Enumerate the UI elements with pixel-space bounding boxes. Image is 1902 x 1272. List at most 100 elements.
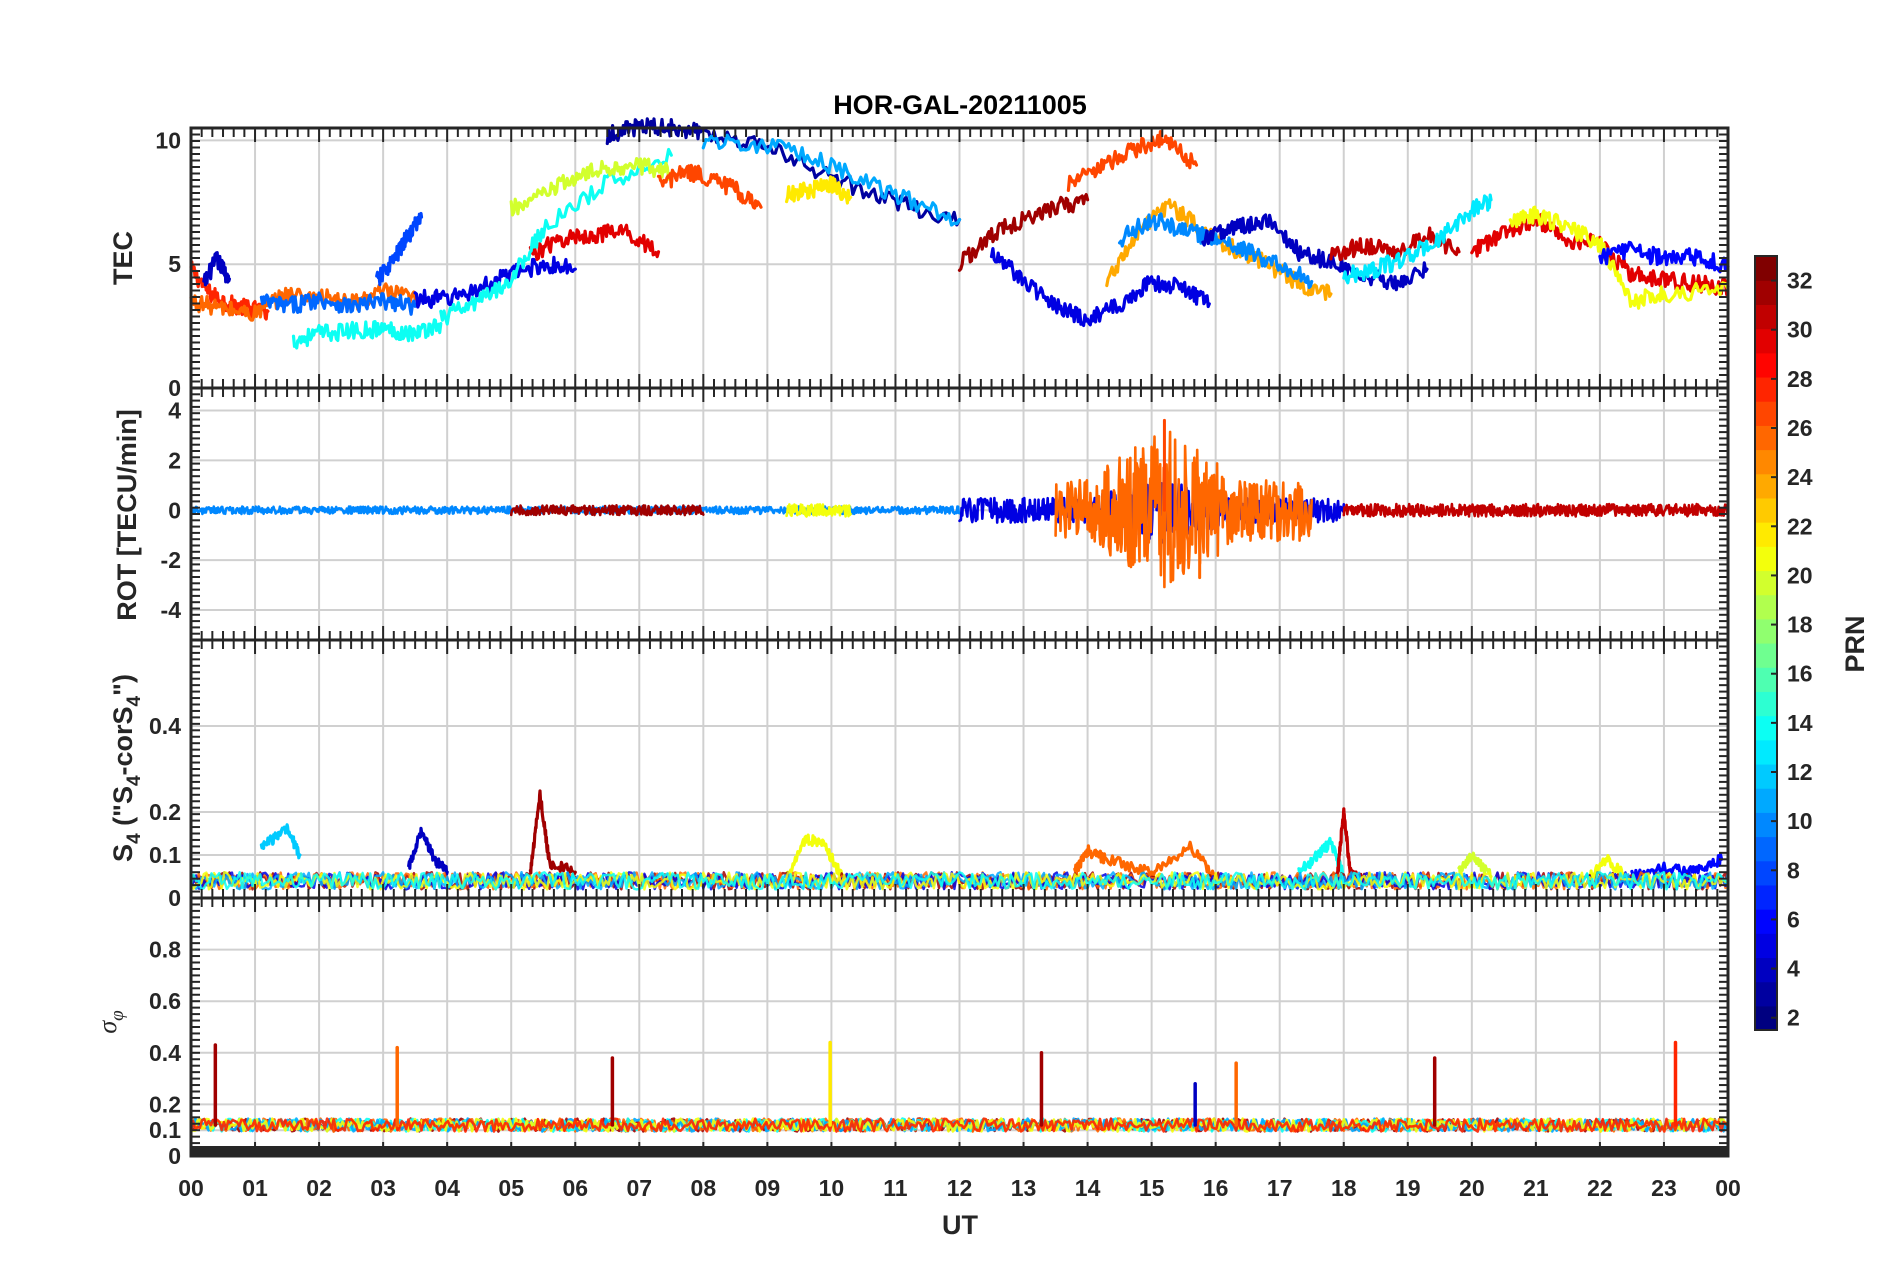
x-tick-label: 02 <box>306 1175 332 1201</box>
colorbar-segment <box>1755 352 1777 378</box>
colorbar-segment <box>1755 618 1777 644</box>
colorbar-tick-label: 14 <box>1787 710 1813 736</box>
y-tick-label: 0 <box>168 375 181 401</box>
y-tick-label: 0.2 <box>149 1091 181 1117</box>
colorbar-segment <box>1755 715 1777 741</box>
colorbar-tick-label: 28 <box>1787 366 1813 392</box>
colorbar-segment <box>1755 836 1777 862</box>
x-tick-label: 17 <box>1267 1175 1293 1201</box>
y-tick-label: 0.4 <box>149 713 181 739</box>
sigma-phi-panel: 00.10.2 0.4 0.6 0.8 <box>149 896 1730 1169</box>
series-line-prn-11 <box>259 823 302 860</box>
colorbar-segment <box>1755 667 1777 692</box>
sigma-symbol: σ <box>93 1020 122 1034</box>
colorbar-tick-label: 30 <box>1787 317 1813 343</box>
series-line-prn-19 <box>509 157 673 217</box>
x-tick-labels: 00 01 02 03 04 05 06 07 08 09 10 11 12 13 14 15 16 17 18 19… <box>178 1146 1741 1201</box>
series-group <box>189 1040 1730 1133</box>
colorbar-segment <box>1755 570 1777 596</box>
s4-label-sub2: 4 <box>124 775 145 786</box>
x-tick-label: 00 <box>178 1175 204 1201</box>
s4-panel: 0 0.1 0.2 0.4 <box>149 638 1730 911</box>
colorbar-segment <box>1755 933 1777 959</box>
x-tick-label: 01 <box>242 1175 268 1201</box>
series-line-prn-13 <box>1297 836 1346 881</box>
series-line-prn-29 <box>1470 212 1730 296</box>
x-tick-label: 12 <box>947 1175 973 1201</box>
y-tick-label: 0 <box>168 1143 181 1169</box>
x-tick-label: 21 <box>1523 1175 1549 1201</box>
colorbar-segment <box>1755 328 1777 354</box>
colorbar-segment <box>1755 546 1777 572</box>
colorbar-tick-label: 8 <box>1787 857 1800 883</box>
colorbar-segment <box>1755 981 1777 1007</box>
y-tick-label: 0.1 <box>149 842 181 868</box>
x-axis-label: UT <box>942 1210 978 1240</box>
series-line-prn-3 <box>202 251 231 287</box>
s4-label-mid: ("S <box>108 786 138 833</box>
tec-panel: 0 5 10 <box>155 117 1730 401</box>
series-line-prn-10 <box>701 133 962 227</box>
x-tick-label: 18 <box>1331 1175 1357 1201</box>
colorbar-segment <box>1755 884 1777 910</box>
tec-axis-label: TEC <box>108 231 138 285</box>
rot-axis-label: ROT [TECU/min] <box>112 409 142 620</box>
colorbar-segment <box>1755 449 1777 475</box>
colorbar-tick-label: 4 <box>1787 956 1800 982</box>
colorbar-segment <box>1755 425 1777 451</box>
colorbar-segment <box>1755 957 1777 983</box>
y-tick-label: 0.4 <box>149 1040 181 1066</box>
series-group <box>189 117 1730 350</box>
s4-axis-label: S4 ("S4-corS4") <box>108 674 145 862</box>
colorbar-tick-label: 10 <box>1787 808 1813 834</box>
x-tick-label: 04 <box>434 1175 460 1201</box>
x-tick-label: 08 <box>691 1175 717 1201</box>
colorbar-tick-label: 20 <box>1787 562 1813 588</box>
colorbar-segment <box>1755 691 1777 717</box>
x-tick-label: 11 <box>883 1175 908 1201</box>
series-line-prn-4 <box>989 247 1211 328</box>
y-tick-label: -2 <box>161 547 181 573</box>
rot-series-prn-31 <box>509 503 705 517</box>
y-tick-label: 0 <box>168 497 181 523</box>
colorbar-segment <box>1755 788 1777 813</box>
y-tick-label: 0.2 <box>149 799 181 825</box>
series-line-prn-4 <box>413 255 577 309</box>
series-line-prn-21 <box>784 175 853 205</box>
rot-panel: -4 -2 0 2 4 <box>161 386 1730 642</box>
colorbar-tick-label: 22 <box>1787 513 1813 539</box>
y-tick-label: 0.8 <box>149 937 181 963</box>
x-tick-label: 23 <box>1651 1175 1677 1201</box>
y-tick-label: 0.6 <box>149 988 181 1014</box>
y-tick-label: 4 <box>168 397 181 423</box>
x-tick-label: 10 <box>819 1175 845 1201</box>
colorbar-tick-label: 2 <box>1787 1005 1800 1031</box>
series-line-prn-13 <box>291 318 443 350</box>
colorbar-segment <box>1755 280 1777 305</box>
colorbar-segment <box>1755 376 1777 402</box>
x-tick-label: 05 <box>498 1175 524 1201</box>
colorbar-segment <box>1755 643 1777 668</box>
colorbar-label: PRN <box>1840 615 1870 672</box>
y-tick-label: 0 <box>168 885 181 911</box>
colorbar-tick-label: 32 <box>1787 268 1813 294</box>
colorbar-segment <box>1755 594 1777 620</box>
sigma-phi-axis-label: σφ <box>93 1010 128 1033</box>
colorbar-segment <box>1755 304 1777 330</box>
rot-series-prn-30 <box>1342 502 1730 518</box>
figure-title: HOR-GAL-20211005 <box>833 90 1087 120</box>
y-tick-label: 0.1 <box>149 1117 181 1143</box>
x-tick-label: 07 <box>626 1175 652 1201</box>
colorbar-segment <box>1755 256 1777 281</box>
colorbar-tick-label: 12 <box>1787 759 1813 785</box>
colorbar-tick-label: 24 <box>1787 464 1813 490</box>
x-tick-label: 09 <box>755 1175 781 1201</box>
colorbar-segment <box>1755 401 1777 426</box>
x-tick-label: 00 <box>1715 1175 1741 1201</box>
series-line-prn-13 <box>439 147 673 326</box>
rot-series-prn-25 <box>1054 430 1313 589</box>
s4-label-sub3: 4 <box>124 695 145 706</box>
colorbar-segment <box>1755 812 1777 838</box>
x-tick-label: 22 <box>1587 1175 1613 1201</box>
